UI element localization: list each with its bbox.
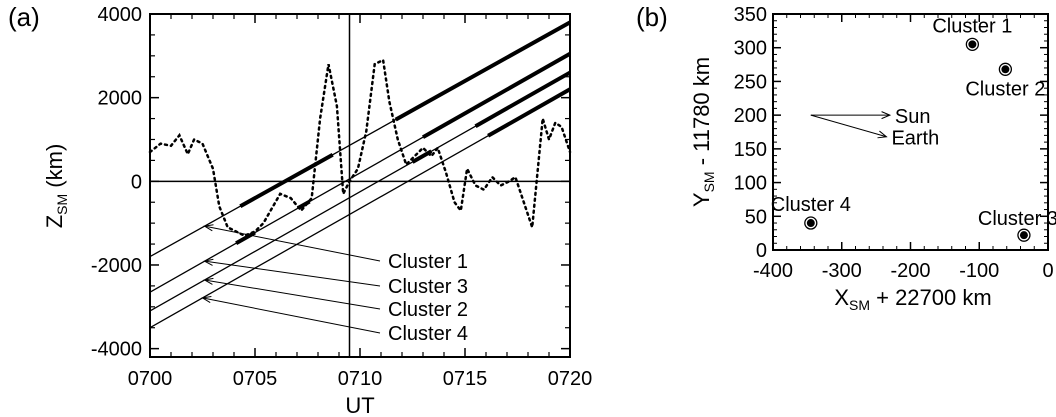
track-thick-cluster-3 [235,230,256,246]
y-tick-label: 50 [745,206,767,228]
annotation-arrowhead-cluster-1 [203,224,214,232]
x-tick-label: 0 [1042,260,1053,282]
x-tick-label: -400 [753,260,793,282]
y-tick-label: 100 [734,173,767,195]
track-thick-cluster-3 [422,51,571,139]
annotation-label-cluster-2: Cluster 2 [388,299,468,321]
vector-label-earth: Earth [891,128,939,150]
panel-a-ylabel: ZSM (km) [42,144,70,229]
panel-a-reference-lines [150,14,570,357]
panel-b-points: Cluster 1 Cluster 2 Cluster 3 Cluster 4 [771,15,1056,242]
y-tick-label: 4000 [98,4,143,26]
panel-a-label: (a) [8,2,40,32]
x-tick-label: 0720 [548,368,593,390]
track-thick-cluster-2 [411,149,433,164]
track-thick-cluster-4 [487,87,571,138]
y-tick-label: 0 [131,171,142,193]
panel-a-axis-ticks: 0700 0705 0710 0715 0720 -4000 -2000 0 2000 4000 [91,4,592,390]
annotation-arrowhead-cluster-2 [203,277,214,285]
x-tick-label: -300 [822,260,862,282]
annotation-label-cluster-3: Cluster 3 [388,276,468,298]
point-cluster-4 [806,219,815,228]
annotation-label-cluster-4: Cluster 4 [388,323,468,345]
y-tick-label: 350 [734,4,767,26]
x-tick-label: -200 [890,260,930,282]
annotation-leader-cluster-4 [202,297,381,334]
panel-b-xlabel: XSM + 22700 km [834,285,991,313]
y-tick-label: -4000 [91,339,142,361]
y-tick-label: 200 [734,105,767,127]
track-thick-cluster-1 [239,152,334,208]
annotation-leader-cluster-3 [204,260,381,287]
panel-b-label: (b) [636,2,668,32]
point-label-cluster-1: Cluster 1 [932,15,1012,37]
panel-a-series [148,20,572,329]
track-thick-cluster-3 [298,199,311,210]
y-tick-label: 300 [734,38,767,60]
x-tick-label: 0715 [443,368,488,390]
dotted-field-series [148,58,572,238]
panel-b-axis-ticks: -400 -300 -200 -100 0 0 50 100 150 200 250 300 350 [734,4,1054,282]
y-tick-label: -2000 [91,255,142,277]
y-tick-label: 0 [756,240,767,262]
y-tick-label: 250 [734,71,767,93]
y-tick-label: 150 [734,139,767,161]
point-label-cluster-4: Cluster 4 [771,194,851,216]
annotation-leader-cluster-2 [204,279,381,310]
point-label-cluster-3: Cluster 3 [978,208,1056,230]
panel-b-ylabel: YSM - 11780 km [689,57,717,207]
x-tick-label: 0705 [233,368,278,390]
panel-a: (a) 0700 0705 0710 0715 0720 -4000 -2000 0 2000 4… [8,2,592,417]
vector-line-earth [810,114,887,138]
x-tick-label: 0700 [128,368,173,390]
x-tick-label: 0710 [338,368,383,390]
point-label-cluster-2: Cluster 2 [965,78,1045,100]
track-thick-cluster-2 [474,70,571,128]
point-cluster-1 [968,40,977,49]
annotation-arrowhead-cluster-4 [201,296,212,304]
y-tick-label: 2000 [98,88,143,110]
vector-label-sun: Sun [895,106,931,128]
panel-a-xlabel: UT [345,393,374,417]
annotation-arrowhead-cluster-3 [203,258,214,266]
point-cluster-2 [1001,65,1010,74]
vector-arrowhead-earth [877,130,888,139]
x-tick-label: -100 [959,260,999,282]
point-cluster-3 [1019,231,1028,240]
track-thick-cluster-1 [394,20,571,122]
vector-arrowhead-sun [881,111,892,120]
annotation-leader-cluster-1 [204,225,381,262]
annotation-label-cluster-1: Cluster 1 [388,251,468,273]
panel-b: (b) -400 -300 -200 -100 0 0 50 100 150 200 250 300 3… [636,2,1056,313]
